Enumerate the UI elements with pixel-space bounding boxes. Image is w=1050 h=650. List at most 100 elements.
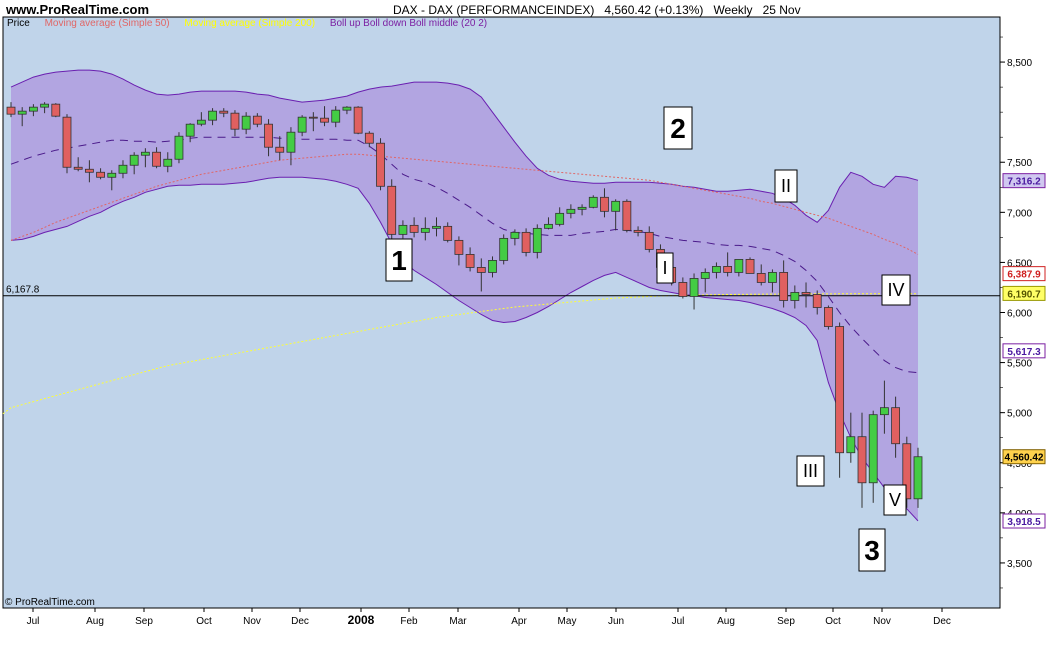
candle-up [196, 119, 206, 125]
candle-down [275, 146, 285, 153]
credit-text: © ProRealTime.com [5, 597, 95, 608]
candle-up [398, 224, 408, 235]
annotation-box [656, 252, 674, 284]
candle-down [476, 267, 486, 273]
legend-bollinger: Boll up Boll down Boll middle (20 2) [329, 18, 488, 29]
ma50-line [10, 153, 919, 255]
annotation-box [663, 106, 693, 150]
candle-up [163, 158, 173, 167]
x-tick-label: Feb [400, 616, 418, 627]
candle-up [107, 172, 117, 178]
candle-up [499, 237, 509, 261]
candle-up [544, 223, 553, 229]
x-tick-label: Apr [511, 616, 527, 627]
x-tick-label: May [558, 616, 577, 627]
candle-up [577, 206, 587, 210]
price-badge [1002, 343, 1046, 359]
annotation-box [774, 169, 798, 203]
candle-down [96, 171, 105, 178]
candle-down [376, 142, 385, 187]
candle-down [353, 106, 363, 134]
x-tick-label: Jul [672, 616, 685, 627]
candle-down [633, 229, 643, 233]
y-tick-label: 5,500 [1007, 359, 1032, 370]
candle-down [6, 106, 16, 115]
candle-down [364, 132, 374, 144]
candle-up [17, 110, 27, 115]
candle-down [409, 224, 419, 233]
candle-up [555, 212, 565, 225]
candle-down [824, 307, 833, 327]
candle-down [84, 168, 94, 173]
candle-down [454, 239, 464, 255]
annotation-box [385, 238, 413, 282]
candle-up [510, 231, 520, 239]
candle-up [566, 208, 576, 214]
annotation-label: 1 [391, 245, 407, 276]
bollinger-upper-line [10, 69, 919, 223]
x-tick-label: Mar [449, 616, 467, 627]
price-badge-label: 6,190.7 [1007, 289, 1041, 300]
candle-up [118, 164, 128, 174]
candle-up [174, 135, 184, 160]
candle-up [734, 259, 744, 273]
x-tick-label: Dec [291, 616, 309, 627]
candle-up [700, 272, 710, 279]
candle-down [622, 200, 632, 231]
reference-line-label: 6,167.8 [6, 285, 40, 296]
x-tick-label: Oct [196, 616, 212, 627]
candle-down [745, 259, 755, 274]
candle-up [790, 292, 800, 301]
candle-down [857, 436, 867, 484]
annotation-label: II [781, 176, 791, 196]
candle-up [185, 123, 195, 137]
x-tick-label: Aug [717, 616, 735, 627]
x-tick-label: Jul [27, 616, 40, 627]
candle-down [62, 116, 72, 168]
candle-up [712, 266, 721, 273]
x-tick-label: Nov [873, 616, 891, 627]
candle-up [241, 115, 251, 130]
candle-up [342, 106, 352, 111]
y-tick-label: 6,500 [1007, 258, 1032, 269]
candle-up [286, 131, 296, 153]
candle-down [600, 196, 609, 212]
legend-ma50: Moving average (Simple 50) [44, 18, 170, 29]
price-badge-label: 5,617.3 [1007, 347, 1041, 358]
candle-up [208, 110, 217, 121]
price-badge-label: 3,918.5 [1007, 517, 1041, 528]
y-tick-label: 5,000 [1007, 409, 1032, 420]
legend: Price Moving average (Simple 50) Moving … [7, 18, 499, 29]
candle-up [588, 196, 598, 208]
candle-down [891, 407, 901, 445]
candle-down [308, 116, 318, 119]
candle-down [835, 326, 845, 454]
candle-down [264, 123, 273, 148]
candle-up [880, 407, 889, 416]
candle-down [801, 292, 811, 295]
candle-down [387, 185, 397, 235]
candle-up [331, 109, 341, 123]
period-label: Weekly [713, 3, 753, 17]
annotation-box [881, 274, 911, 306]
site-title: www.ProRealTime.com [6, 2, 150, 17]
candle-up [768, 272, 777, 283]
instrument-name: DAX - DAX (PERFORMANCEINDEX) [393, 3, 595, 17]
bollinger-middle-line [10, 136, 919, 374]
annotation-box [883, 484, 907, 516]
price-badge [1002, 266, 1046, 282]
candle-down [521, 231, 531, 253]
candle-down [812, 294, 822, 308]
candle-up [40, 103, 49, 108]
candle-up [689, 278, 699, 297]
chart-header: DAX - DAX (PERFORMANCEINDEX) 4,560.42 (+0… [393, 3, 811, 17]
legend-ma200: Moving average (Simple 200) [184, 18, 316, 29]
candle-down [51, 103, 61, 117]
candle-up [868, 414, 878, 484]
candle-down [73, 166, 83, 170]
candle-down [902, 443, 912, 500]
annotation-label: IV [887, 280, 904, 300]
candle-up [28, 106, 38, 112]
price-badge-label: 4,560.42 [1005, 453, 1044, 464]
